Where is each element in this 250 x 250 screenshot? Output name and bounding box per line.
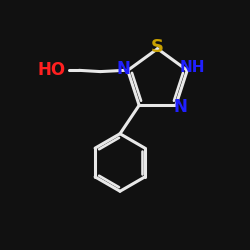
Text: S: S <box>151 38 164 56</box>
Text: HO: HO <box>37 61 65 79</box>
Text: N: N <box>116 60 130 78</box>
Text: N: N <box>174 98 188 116</box>
Text: NH: NH <box>180 60 206 75</box>
